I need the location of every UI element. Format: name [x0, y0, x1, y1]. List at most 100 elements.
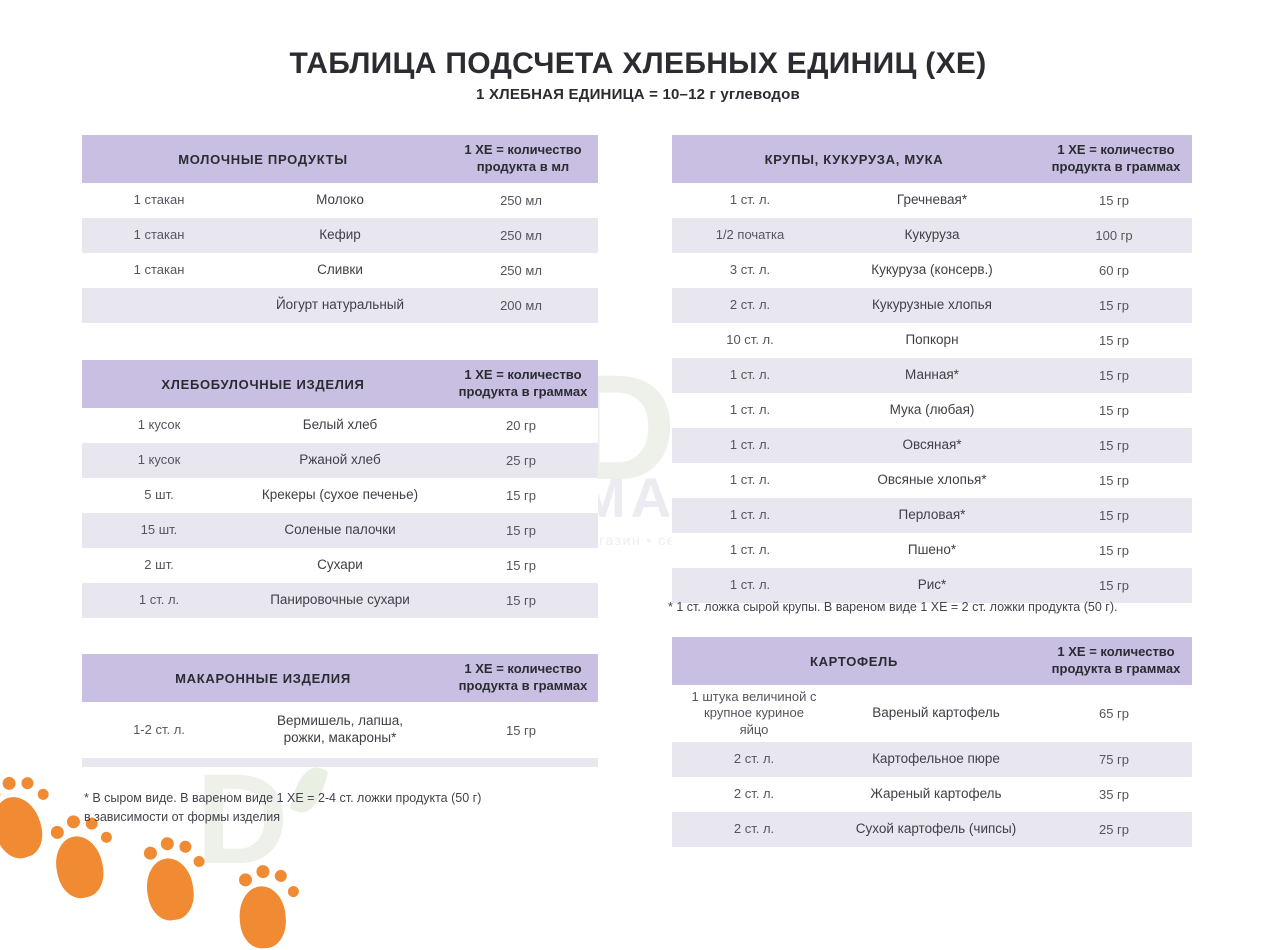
cell-measure: 2 ст. л. [733, 821, 775, 837]
table-row: 1 ст. л. Овсяная* 15 гр [672, 428, 1192, 463]
cell-amount: 15 гр [1098, 403, 1130, 418]
cell-amount: 15 гр [1098, 578, 1130, 593]
table-title: КРУПЫ, КУКУРУЗА, МУКА [764, 151, 944, 167]
table-quantity-header: 1 ХЕ = количество продукта в граммах [448, 367, 598, 401]
cell-measure [82, 302, 236, 310]
table-row: 1 ст. л. Панировочные сухари 15 гр [82, 583, 598, 618]
cell-product: Крекеры (сухое печенье) [261, 487, 419, 503]
footnote-pasta-line2: в зависимости от формы изделия [84, 810, 281, 825]
table-row: 1 ст. л. Пшено* 15 гр [672, 533, 1192, 568]
cell-measure: 1-2 ст. л. [133, 721, 185, 737]
footnote-cereals: * 1 ст. ложка сырой крупы. В вареном вид… [668, 600, 1118, 614]
table-row: 1 ст. л. Манная* 15 гр [672, 358, 1192, 393]
cell-measure: 1 стакан [133, 227, 185, 243]
table-row: 1 штука величиной с крупное куриное яйцо Ва… [672, 685, 1192, 742]
page-title: ТАБЛИЦА ПОДСЧЕТА ХЛЕБНЫХ ЕДИНИЦ (ХЕ) [289, 47, 987, 80]
cell-amount: 15 гр [1098, 473, 1130, 488]
table-row: 5 шт. Крекеры (сухое печенье) 15 гр [82, 478, 598, 513]
table-row: 1 ст. л. Овсяные хлопья* 15 гр [672, 463, 1192, 498]
cell-amount: 20 гр [505, 418, 537, 433]
cell-product: Ржаной хлеб [299, 452, 381, 468]
cell-amount: 15 гр [1098, 438, 1130, 453]
table-row: 2 шт. Сухари 15 гр [82, 548, 598, 583]
cell-amount: 65 гр [1098, 705, 1130, 721]
cell-measure: 1 ст. л. [138, 592, 180, 608]
table-potato: КАРТОФЕЛЬ 1 ХЕ = количество продукта в гра… [672, 637, 1192, 847]
cell-measure: 5 шт. [144, 487, 174, 503]
table-header-row: МАКАРОННЫЕ ИЗДЕЛИЯ 1 ХЕ = количество проду… [82, 654, 598, 702]
table-quantity-header: 1 ХЕ = количество продукта в граммах [1040, 142, 1192, 176]
cell-product: Овсяные хлопья* [877, 472, 987, 488]
quantity-header-line-2: продукта в граммах [1051, 159, 1181, 174]
table-cereals: КРУПЫ, КУКУРУЗА, МУКА 1 ХЕ = количество пр… [672, 135, 1192, 603]
table-row: 1 ст. л. Гречневая* 15 гр [672, 183, 1192, 218]
cell-amount: 15 гр [505, 523, 537, 538]
cell-product: Кефир [319, 227, 361, 243]
cell-measure: 1 ст. л. [729, 367, 771, 383]
footnote-pasta-line1: * В сыром виде. В вареном виде 1 ХЕ = 2-… [84, 791, 482, 805]
cell-product: Кукуруза [904, 227, 960, 243]
cell-measure: 1 ст. л. [729, 577, 771, 593]
cell-product: Картофельное пюре [872, 750, 1000, 766]
cell-amount: 250 мл [500, 228, 542, 243]
table-row: 1-2 ст. л. Вермишель, лапша, рожки, макаро… [82, 702, 598, 758]
table-tail-strip [82, 758, 598, 767]
cell-product: Молоко [316, 192, 364, 208]
cell-product: Соленые палочки [284, 522, 396, 538]
table-row: 1 стакан Кефир 250 мл [82, 218, 598, 253]
cell-amount: 25 гр [1098, 821, 1130, 837]
cell-amount: 75 гр [1098, 751, 1130, 767]
cell-product: Жареный картофель [870, 785, 1002, 801]
cell-amount: 250 мл [500, 263, 542, 278]
quantity-header-line-1: 1 ХЕ = количество [464, 367, 582, 383]
table-header-row: МОЛОЧНЫЕ ПРОДУКТЫ 1 ХЕ = количество продук… [82, 135, 598, 183]
cell-product: Сливки [317, 262, 363, 278]
footnote-pasta: * В сыром виде. В вареном виде 1 ХЕ = 2-… [84, 789, 564, 828]
cell-product: Йогурт натуральный [275, 297, 405, 313]
cell-measure: 1 штука величиной с крупное куриное яйцо [691, 689, 817, 737]
table-row: 1 ст. л. Рис* 15 гр [672, 568, 1192, 603]
cell-measure: 2 шт. [144, 557, 174, 573]
cell-measure: 1 кусок [137, 417, 181, 433]
table-title: ХЛЕБОБУЛОЧНЫЕ ИЗДЕЛИЯ [161, 376, 365, 392]
quantity-header-line-2: продукта в граммах [1051, 661, 1181, 676]
cell-amount: 25 гр [505, 453, 537, 468]
table-row: 1 стакан Молоко 250 мл [82, 183, 598, 218]
cell-amount: 15 гр [1098, 508, 1130, 523]
cell-amount: 15 гр [505, 593, 537, 608]
cell-product: Попкорн [905, 332, 959, 348]
cell-amount: 15 гр [1098, 298, 1130, 313]
table-title: КАРТОФЕЛЬ [809, 653, 899, 669]
quantity-header-line-2: продукта в граммах [458, 384, 588, 399]
cell-measure: 1 ст. л. [729, 192, 771, 208]
cell-product: Сухари [317, 557, 363, 573]
quantity-header-line-2: продукта в граммах [458, 678, 588, 693]
table-header-row: ХЛЕБОБУЛОЧНЫЕ ИЗДЕЛИЯ 1 ХЕ = количество пр… [82, 360, 598, 408]
cell-amount: 15 гр [1098, 333, 1130, 348]
table-header-row: КРУПЫ, КУКУРУЗА, МУКА 1 ХЕ = количество пр… [672, 135, 1192, 183]
quantity-header-line-1: 1 ХЕ = количество [1057, 644, 1175, 660]
cell-amount: 60 гр [1098, 263, 1130, 278]
cell-measure: 1/2 початка [715, 227, 785, 243]
cell-amount: 200 мл [500, 298, 542, 313]
table-title: МОЛОЧНЫЕ ПРОДУКТЫ [178, 151, 348, 167]
quantity-header-line-1: 1 ХЕ = количество [464, 142, 582, 158]
cell-amount: 15 гр [1098, 193, 1130, 208]
table-row: 10 ст. л. Попкорн 15 гр [672, 323, 1192, 358]
table-quantity-header: 1 ХЕ = количество продукта в граммах [1040, 644, 1192, 678]
cell-measure: 1 ст. л. [729, 542, 771, 558]
quantity-header-line-1: 1 ХЕ = количество [464, 661, 582, 677]
table-row: 1 ст. л. Мука (любая) 15 гр [672, 393, 1192, 428]
table-pasta: МАКАРОННЫЕ ИЗДЕЛИЯ 1 ХЕ = количество проду… [82, 654, 598, 767]
cell-amount: 100 гр [1095, 228, 1133, 243]
cell-product: Овсяная* [902, 437, 962, 453]
cell-product: Кукурузные хлопья [872, 297, 992, 313]
table-row: 1 стакан Сливки 250 мл [82, 253, 598, 288]
table-row: 1/2 початка Кукуруза 100 гр [672, 218, 1192, 253]
table-bakery: ХЛЕБОБУЛОЧНЫЕ ИЗДЕЛИЯ 1 ХЕ = количество пр… [82, 360, 598, 618]
cell-measure: 3 ст. л. [729, 262, 771, 278]
cell-measure: 1 ст. л. [729, 507, 771, 523]
table-row: 15 шт. Соленые палочки 15 гр [82, 513, 598, 548]
quantity-header-line-1: 1 ХЕ = количество [1057, 142, 1175, 158]
table-row: 2 ст. л. Сухой картофель (чипсы) 25 гр [672, 811, 1192, 847]
